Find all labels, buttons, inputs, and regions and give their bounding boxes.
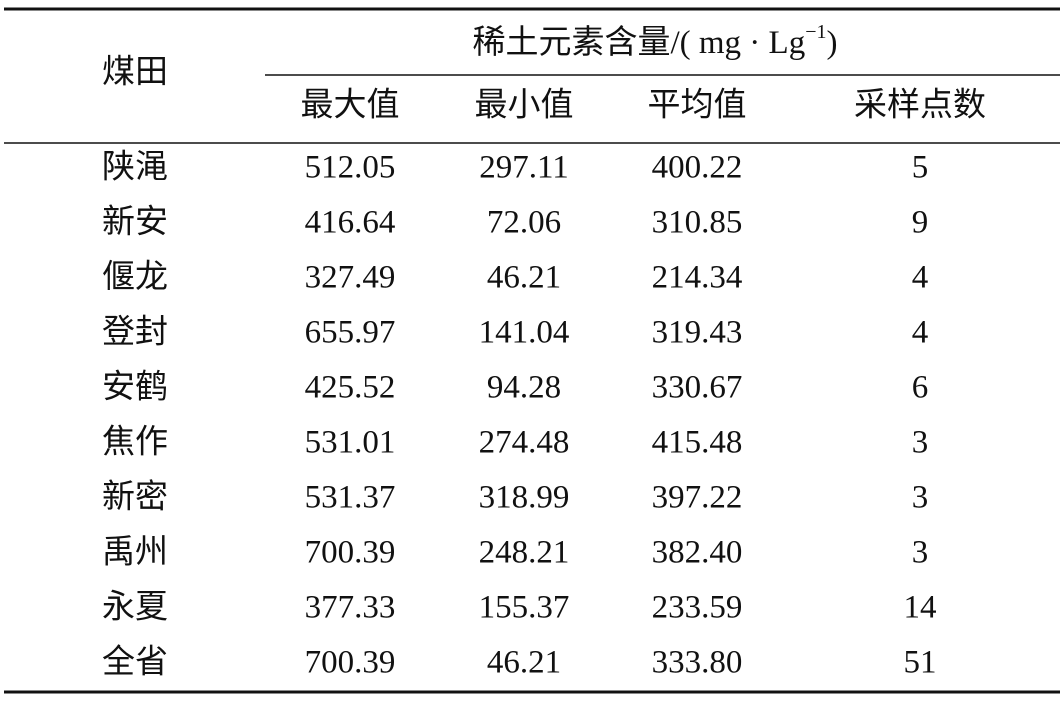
row-label: 陕渑 xyxy=(102,150,168,186)
cell: 72.06 xyxy=(487,205,561,241)
cell: 531.37 xyxy=(305,480,396,516)
row-label: 偃龙 xyxy=(102,259,168,296)
cell: 4 xyxy=(912,260,929,296)
cell: 512.05 xyxy=(305,150,396,186)
row-label: 全省 xyxy=(102,644,168,681)
column-header: 采样点数 xyxy=(854,87,986,124)
cell: 248.21 xyxy=(479,535,570,571)
cell: 51 xyxy=(904,645,937,681)
cell: 46.21 xyxy=(487,645,561,681)
row-label: 焦作 xyxy=(102,424,168,461)
row-label: 新密 xyxy=(102,479,168,516)
group-header-close: ) xyxy=(827,25,838,61)
cell: 14 xyxy=(904,590,937,626)
cell: 94.28 xyxy=(487,370,561,406)
cell: 46.21 xyxy=(487,260,561,296)
column-header: 平均值 xyxy=(648,87,747,124)
row-header: 煤田 xyxy=(102,55,168,91)
cell: 416.64 xyxy=(305,205,396,241)
cell: 415.48 xyxy=(652,425,743,461)
cell: 319.43 xyxy=(652,315,743,351)
cell: 310.85 xyxy=(652,205,743,241)
cell: 233.59 xyxy=(652,590,743,626)
cell: 141.04 xyxy=(479,315,570,351)
cell: 274.48 xyxy=(479,425,570,461)
cell: 3 xyxy=(912,535,929,571)
cell: 531.01 xyxy=(305,425,396,461)
cell: 700.39 xyxy=(305,645,396,681)
cell: 330.67 xyxy=(652,370,743,406)
cell: 4 xyxy=(912,315,929,351)
cell: 5 xyxy=(912,150,929,186)
cell: 9 xyxy=(912,205,929,241)
cell: 397.22 xyxy=(652,480,743,516)
group-header-sup: −1 xyxy=(805,21,826,43)
cell: 155.37 xyxy=(479,590,570,626)
cell: 3 xyxy=(912,480,929,516)
column-header: 最小值 xyxy=(475,87,574,124)
row-label: 登封 xyxy=(102,314,168,351)
row-label: 永夏 xyxy=(102,589,168,626)
group-header-text: 稀土元素含量/( mg · Lg xyxy=(472,24,805,61)
cell: 6 xyxy=(912,370,929,406)
cell: 327.49 xyxy=(305,260,396,296)
cell: 3 xyxy=(912,425,929,461)
cell: 318.99 xyxy=(479,480,570,516)
cell: 700.39 xyxy=(305,535,396,571)
row-label: 禹州 xyxy=(102,535,168,571)
cell: 400.22 xyxy=(652,150,743,186)
cell: 382.40 xyxy=(652,535,743,571)
group-header: 稀土元素含量/( mg · Lg−1) xyxy=(472,21,837,61)
cell: 214.34 xyxy=(652,260,743,296)
cell: 425.52 xyxy=(305,370,396,406)
cell: 655.97 xyxy=(305,315,396,351)
cell: 377.33 xyxy=(305,590,396,626)
column-header: 最大值 xyxy=(301,87,400,124)
cell: 297.11 xyxy=(479,150,569,186)
row-label: 安鹤 xyxy=(102,369,168,406)
cell: 333.80 xyxy=(652,645,743,681)
row-label: 新安 xyxy=(102,204,168,241)
